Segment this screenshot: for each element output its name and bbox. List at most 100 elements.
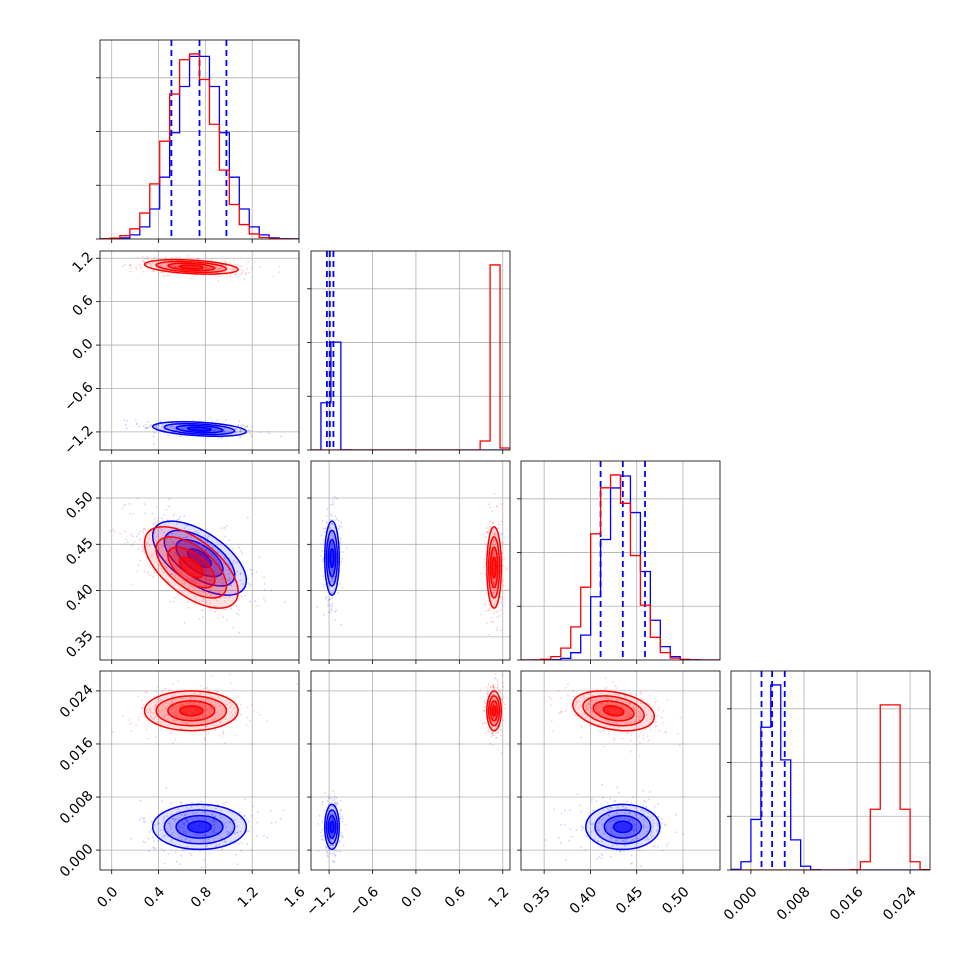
scatter-point (177, 712, 179, 714)
scatter-point (653, 845, 656, 848)
scatter-point (159, 829, 162, 832)
scatter-point (661, 849, 664, 852)
density-contour (187, 820, 212, 834)
density-contour (187, 426, 212, 432)
scatter-point (190, 718, 193, 721)
scatter-point (615, 844, 618, 846)
scatter-point (174, 818, 177, 820)
scatter-point (172, 427, 174, 430)
scatter-point (154, 847, 157, 850)
scatter-point (157, 823, 160, 825)
scatter-point (321, 520, 324, 522)
scatter-point (495, 737, 497, 739)
scatter-point (214, 819, 217, 822)
scatter-point (135, 423, 138, 426)
scatter-point (180, 727, 183, 730)
scatter-point (604, 687, 606, 690)
scatter-point (259, 266, 262, 269)
scatter-point (171, 694, 174, 697)
scatter-point (496, 684, 499, 686)
scatter-point (228, 821, 231, 824)
scatter-point (647, 798, 650, 801)
scatter-point (162, 545, 165, 548)
scatter-point (575, 699, 578, 702)
y-tick-label: 0.40 (63, 581, 96, 614)
scatter-point (233, 706, 235, 709)
scatter-point (324, 527, 327, 530)
scatter-point (623, 841, 626, 843)
scatter-point (579, 736, 582, 739)
scatter-point (646, 735, 649, 738)
scatter-point (176, 518, 179, 521)
scatter-point (209, 609, 212, 611)
scatter-point (585, 708, 588, 710)
scatter-point (500, 729, 503, 732)
scatter-point (605, 686, 608, 689)
scatter-point (201, 866, 203, 869)
scatter-point (491, 531, 493, 533)
scatter-point (204, 834, 206, 837)
scatter-point (162, 562, 165, 565)
scatter-point (591, 822, 594, 825)
scatter-point (210, 695, 213, 698)
scatter-point (632, 823, 635, 826)
scatter-point (188, 698, 191, 701)
scatter-point (502, 719, 505, 722)
scatter-point (326, 522, 328, 525)
scatter-point (340, 623, 343, 626)
scatter-point (488, 610, 491, 612)
scatter-point (492, 533, 495, 536)
scatter-point (225, 821, 228, 824)
scatter-point (153, 717, 156, 720)
scatter-point (122, 714, 125, 717)
scatter-point (488, 525, 491, 528)
scatter-point (165, 553, 167, 556)
scatter-point (152, 537, 155, 540)
scatter-point (332, 844, 334, 847)
scatter-point (221, 736, 223, 739)
scatter-point (639, 715, 642, 718)
scatter-point (151, 512, 154, 515)
scatter-point (263, 588, 266, 591)
scatter-point (153, 518, 156, 521)
scatter-point (170, 802, 173, 805)
scatter-point (624, 701, 627, 704)
scatter-point (644, 727, 647, 730)
scatter-point (331, 816, 334, 819)
scatter-point (609, 855, 612, 858)
scatter-point (328, 598, 331, 601)
scatter-point (321, 829, 324, 831)
scatter-point (270, 589, 273, 592)
scatter-point (174, 574, 177, 577)
scatter-point (219, 578, 222, 581)
scatter-point (184, 543, 186, 546)
scatter-point (145, 426, 148, 429)
scatter-point (170, 731, 173, 734)
scatter-point (227, 563, 230, 566)
scatter-point (231, 547, 234, 550)
x-tick-label: 1.2 (235, 884, 262, 911)
scatter-point (169, 708, 172, 710)
scatter-point (330, 592, 333, 595)
scatter-point (205, 567, 208, 570)
scatter-point (492, 553, 495, 556)
scatter-point (661, 817, 664, 820)
scatter-point (177, 548, 180, 551)
scatter-point (331, 818, 334, 821)
scatter-point (236, 831, 239, 834)
scatter-point (567, 694, 569, 697)
axis-frame (99, 670, 300, 871)
scatter-point (576, 793, 579, 796)
scatter-point (651, 826, 653, 829)
scatter-point (194, 595, 196, 598)
scatter-point (240, 849, 243, 852)
y-tick-label: 0.0 (70, 336, 97, 363)
scatter-point (208, 591, 210, 594)
scatter-point (204, 549, 207, 552)
scatter-point (643, 799, 645, 802)
scatter-point (210, 707, 213, 710)
scatter-point (325, 846, 328, 849)
scatter-point (590, 707, 593, 710)
scatter-point (642, 805, 645, 808)
scatter-point (153, 257, 156, 260)
